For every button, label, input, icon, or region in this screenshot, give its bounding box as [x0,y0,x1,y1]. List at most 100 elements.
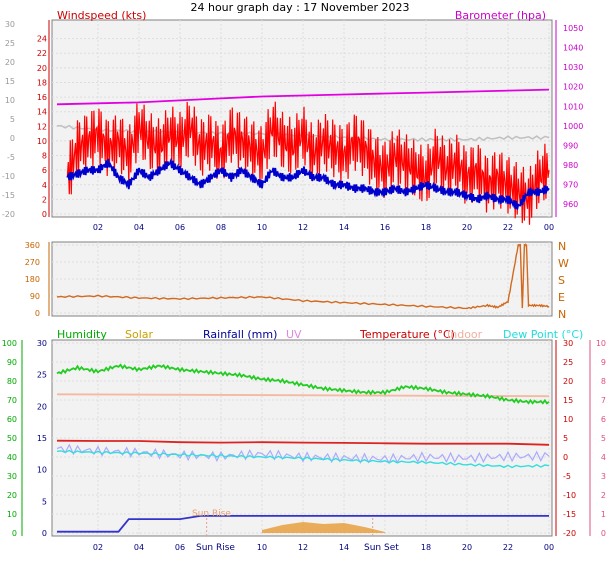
legend-rainfall: Rainfall (mm) [203,328,277,341]
far-y-tick: 9 [601,358,606,367]
temp-x-tick: 20 [462,543,472,552]
humidity-y-tick: 30 [7,472,17,481]
dewpoint-line [56,449,550,469]
feel-line [56,443,550,465]
temp-x-tick: 02 [93,543,103,552]
temp-x-tick: 00 [544,543,554,552]
outer-y-tick: -10 [2,172,15,181]
humidity-y-tick: 100 [2,339,17,348]
legend-humidity: Humidity [57,328,107,341]
baro-y-tick: 1000 [563,122,583,131]
temp-y-tick: -5 [563,472,571,481]
wind-y-tick: 24 [37,35,47,44]
rain-y-tick: 0 [42,529,47,538]
humidity-y-tick: 10 [7,510,17,519]
baro-y-tick: 960 [563,200,578,209]
far-y-tick: 5 [601,434,606,443]
rain-y-tick: 30 [37,339,47,348]
wind-y-tick: 22 [37,49,47,58]
grid [52,20,552,536]
baro-y-tick: 1040 [563,44,583,53]
rain-y-tick: 15 [37,434,47,443]
rain-y-tick: 25 [37,371,47,380]
outer-y-tick: 10 [5,96,15,105]
legend-uv: UV [286,328,302,341]
legend-solar: Solar [125,328,154,341]
temp-x-tick: 10 [257,543,267,552]
outer-y-tick: -20 [2,210,15,219]
dir-compass-label: E [558,291,565,304]
wind-axis-label: Windspeed (kts) [57,9,146,22]
baro-y-tick: 970 [563,181,578,190]
outer-y-tick: 0 [10,134,15,143]
temp-y-tick: 10 [563,415,573,424]
windspeed-line [66,101,550,225]
rain-y-tick: 5 [42,497,47,506]
far-y-tick: 4 [601,453,606,462]
wind-y-tick: 0 [42,210,47,219]
outer-y-tick: 25 [5,39,15,48]
baro-y-tick: 1020 [563,83,583,92]
outer-y-tick: 5 [10,115,15,124]
far-y-tick: 6 [601,415,606,424]
wind-y-tick: 8 [42,152,47,161]
temp-y-tick: 5 [563,434,568,443]
wind-y-tick: 4 [42,181,47,190]
rain-y-tick: 20 [37,402,47,411]
baro-y-tick: 990 [563,141,578,150]
wind-y-tick: 2 [42,195,47,204]
temp-x-tick: 12 [298,543,308,552]
baro-axis-label: Barometer (hpa) [455,9,546,22]
chart-title: 24 hour graph day : 17 November 2023 [190,1,409,14]
dir-compass-label: N [558,240,566,253]
temp-y-tick: 30 [563,339,573,348]
series [56,88,550,533]
wind-y-tick: 14 [37,108,47,117]
far-y-tick: 10 [596,339,606,348]
baro-y-tick: 1050 [563,24,583,33]
wind-x-tick: 06 [175,223,185,232]
wind-y-tick: 16 [37,93,47,102]
direction-line [56,242,550,310]
wind-x-tick: 00 [544,223,554,232]
annotation-sunset: Sun Set [364,543,399,553]
wind-y-tick: 18 [37,78,47,87]
wind-x-tick: 02 [93,223,103,232]
wind-x-tick: 20 [462,223,472,232]
humidity-y-tick: 80 [7,377,17,386]
legend-dewpoint: Dew Point (°C) [503,328,583,341]
outer-y-tick: 20 [5,58,15,67]
annotation-sunrise-top: Sun Rise [192,509,231,519]
outer-y-tick: -5 [7,153,15,162]
outer-y-tick: 30 [5,20,15,29]
humidity-y-tick: 70 [7,396,17,405]
legend-indoor: Indoor [447,328,483,341]
temp-x-tick: 22 [503,543,513,552]
temp-y-tick: 15 [563,396,573,405]
temp-y-tick: 20 [563,377,573,386]
humidity-y-tick: 60 [7,415,17,424]
wind-y-tick: 12 [37,122,47,131]
dir-compass-label: W [558,257,569,270]
axes: 024681012141618202224-20-15-10-505101520… [2,20,606,552]
far-y-tick: 1 [601,510,606,519]
outer-y-tick: 15 [5,77,15,86]
far-y-tick: 3 [601,472,606,481]
wind-x-tick: 12 [298,223,308,232]
far-y-tick: 7 [601,396,606,405]
wind-y-tick: 10 [37,137,47,146]
rainfall-line [57,515,549,533]
wind-x-tick: 22 [503,223,513,232]
wind-x-tick: 14 [339,223,349,232]
dir-y-tick: 0 [35,309,40,318]
dir-y-tick: 270 [25,258,40,267]
dir-compass-label: N [558,308,566,321]
wind-y-tick: 6 [42,166,47,175]
humidity-y-tick: 0 [12,529,17,538]
temp-y-tick: -15 [563,510,576,519]
humidity-y-tick: 90 [7,358,17,367]
dir-y-tick: 90 [30,292,40,301]
legend-temperature: Temperature (°C) [359,328,455,341]
wind-x-tick: 18 [421,223,431,232]
